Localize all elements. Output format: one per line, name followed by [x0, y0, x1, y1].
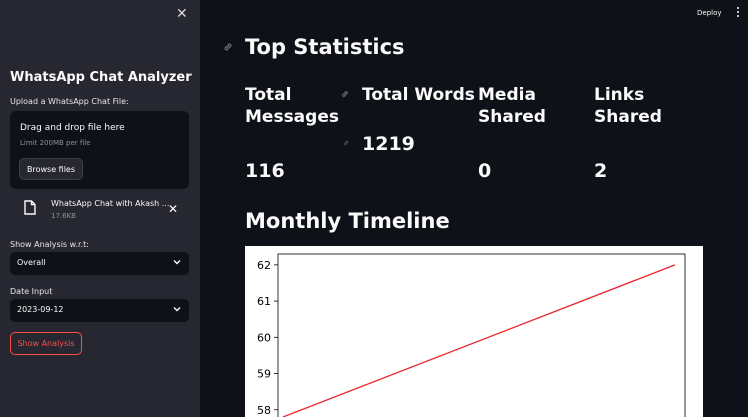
- analysis-select[interactable]: Overall: [10, 252, 189, 275]
- file-size: 17.6KB: [51, 212, 76, 220]
- file-limit-text: Limit 200MB per file: [20, 139, 91, 147]
- series-line: [282, 264, 676, 417]
- drag-drop-text: Drag and drop file here: [20, 123, 125, 133]
- date-select-value: 2023-09-12: [17, 305, 64, 314]
- stat-label-line: Shared: [478, 107, 546, 127]
- stat-links-shared-label: Links Shared: [594, 84, 662, 128]
- date-label: Date Input: [10, 287, 53, 296]
- uploaded-file: WhatsApp Chat with Akash ... 17.6KB ✕: [10, 196, 189, 226]
- stat-total-words-label: Total Words: [362, 84, 475, 106]
- y-tick-label: 60: [257, 331, 271, 344]
- stat-total-messages-value: 116: [245, 160, 285, 182]
- browse-files-button[interactable]: Browse files: [19, 158, 83, 180]
- chevron-down-icon: [173, 260, 181, 265]
- deploy-button[interactable]: Deploy: [697, 9, 722, 17]
- file-name: WhatsApp Chat with Akash ...: [51, 199, 170, 208]
- page-title: Top Statistics: [245, 35, 405, 59]
- stat-label-line: Links: [594, 85, 645, 105]
- stat-label-line: Total Words: [362, 85, 475, 105]
- link-icon[interactable]: [342, 139, 350, 147]
- link-icon[interactable]: [340, 89, 350, 99]
- chart-axes-frame: [277, 253, 686, 417]
- y-tick-label: 58: [257, 404, 271, 417]
- show-analysis-button[interactable]: Show Analysis: [10, 332, 82, 355]
- monthly-timeline-chart: 58 59 60 61 62: [245, 246, 703, 417]
- stat-label-line: Media: [478, 85, 536, 105]
- stat-label-line: Messages: [245, 107, 339, 127]
- upload-label: Upload a WhatsApp Chat File:: [10, 97, 129, 106]
- main-menu-icon[interactable]: [735, 7, 741, 19]
- remove-file-icon[interactable]: ✕: [168, 202, 179, 216]
- file-icon: [24, 200, 36, 215]
- sidebar: ✕ WhatsApp Chat Analyzer Upload a WhatsA…: [0, 0, 200, 417]
- monthly-timeline-title: Monthly Timeline: [245, 209, 450, 233]
- sidebar-title: WhatsApp Chat Analyzer: [10, 70, 192, 85]
- chart-svg: 58 59 60 61 62: [257, 253, 686, 417]
- stat-total-messages-label: Total Messages: [245, 84, 339, 128]
- stat-total-words-value: 1219: [362, 133, 415, 155]
- y-tick-label: 62: [257, 259, 271, 272]
- stat-links-shared-value: 2: [594, 160, 608, 182]
- link-icon[interactable]: [222, 41, 234, 53]
- file-uploader-dropzone[interactable]: Drag and drop file here Limit 200MB per …: [10, 111, 189, 189]
- stat-label-line: Shared: [594, 107, 662, 127]
- analysis-select-value: Overall: [17, 258, 46, 267]
- stat-label-line: Total: [245, 85, 292, 105]
- stat-media-shared-label: Media Shared: [478, 84, 546, 128]
- analysis-label: Show Analysis w.r.t:: [10, 240, 89, 249]
- y-tick-label: 59: [257, 368, 271, 381]
- date-select[interactable]: 2023-09-12: [10, 299, 189, 322]
- chevron-down-icon: [173, 307, 181, 312]
- y-tick-label: 61: [257, 295, 271, 308]
- close-icon[interactable]: ✕: [176, 6, 188, 22]
- stat-media-shared-value: 0: [478, 160, 492, 182]
